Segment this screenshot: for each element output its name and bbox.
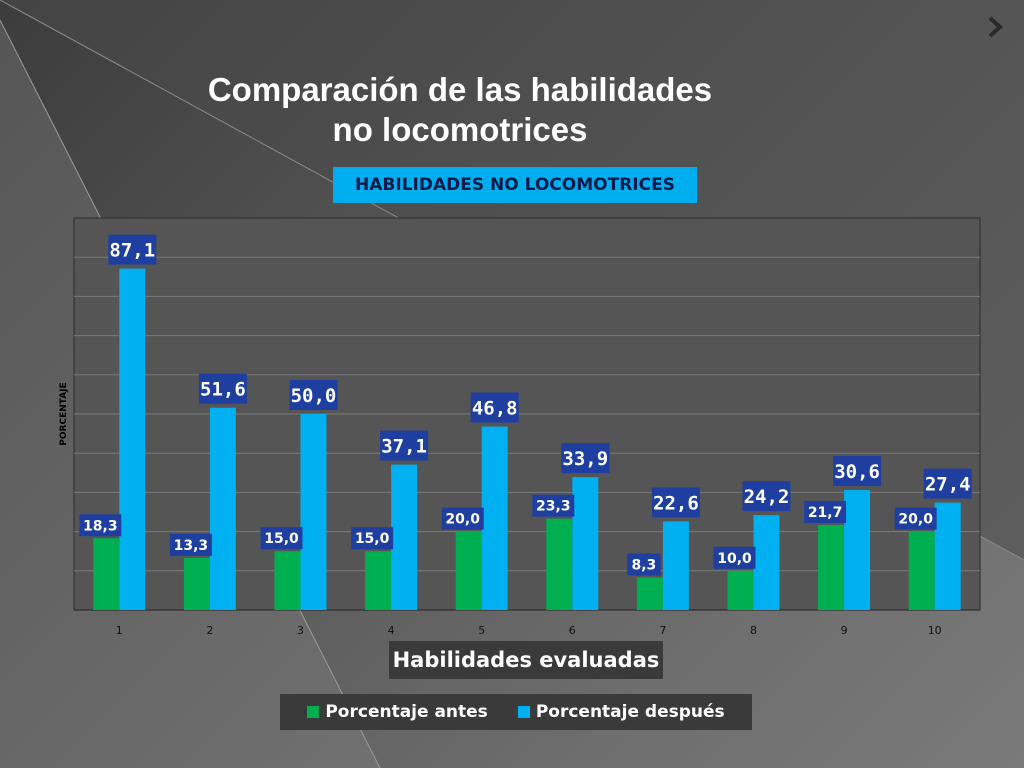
bar-antes [183, 557, 210, 610]
data-label-box-antes [441, 507, 484, 530]
bar-despues [753, 515, 780, 610]
data-label-box-antes [351, 527, 394, 550]
bar-despues [391, 464, 418, 610]
data-label-box-antes [894, 507, 937, 530]
data-label-antes: 20,0 [898, 512, 933, 528]
data-label-box-despues [923, 468, 972, 499]
legend-label-despues: Porcentaje después [535, 702, 725, 722]
data-label-despues: 33,9 [562, 448, 608, 470]
data-label-antes: 10,0 [717, 551, 752, 567]
data-label-despues: 27,4 [925, 474, 971, 496]
chevron-right-icon [988, 16, 1003, 38]
x-tick-label: 4 [388, 624, 395, 637]
data-label-despues: 37,1 [381, 436, 427, 458]
bar-antes [546, 518, 573, 610]
data-label-box-despues [198, 373, 247, 404]
bar-despues [934, 502, 961, 610]
chart-title: HABILIDADES NO LOCOMOTRICES [333, 167, 697, 203]
bar-despues [300, 414, 327, 610]
data-label-box-despues [742, 481, 791, 512]
x-tick-label: 1 [116, 624, 123, 637]
bar-despues [662, 521, 689, 610]
data-label-box-despues [833, 456, 882, 487]
chart-legend: Porcentaje antes Porcentaje después [280, 694, 752, 730]
bar-despues [572, 477, 599, 610]
bar-antes [727, 570, 754, 610]
bar-antes [93, 538, 120, 610]
data-label-despues: 51,6 [200, 379, 246, 401]
x-tick-label: 8 [750, 624, 757, 637]
data-label-box-antes [627, 553, 661, 576]
data-label-box-despues [108, 234, 157, 265]
x-tick-label: 9 [841, 624, 848, 637]
legend-item-despues: Porcentaje después [517, 702, 725, 722]
legend-item-antes: Porcentaje antes [307, 702, 488, 722]
legend-swatch-antes [307, 706, 320, 718]
data-label-box-despues [651, 487, 700, 518]
data-label-despues: 30,6 [834, 461, 880, 483]
data-label-despues: 50,0 [291, 385, 337, 407]
bar-despues [209, 407, 236, 610]
slide-title: Comparación de las habilidades no locomo… [150, 70, 770, 150]
bar-antes [455, 531, 482, 610]
bar-antes [274, 551, 301, 610]
data-label-box-despues [380, 430, 429, 461]
x-axis-label: Habilidades evaluadas [389, 641, 663, 679]
slide-title-line-1: Comparación de las habilidades [207, 71, 713, 108]
legend-label-antes: Porcentaje antes [325, 702, 488, 722]
data-label-box-despues [561, 443, 610, 474]
data-label-box-antes [260, 527, 303, 550]
bar-antes [636, 577, 663, 610]
slide-title-line-2: no locomotrices [332, 111, 588, 148]
x-tick-label: 5 [478, 624, 485, 637]
data-label-antes: 18,3 [83, 518, 118, 534]
data-label-antes: 8,3 [631, 557, 656, 573]
data-label-box-antes [713, 546, 756, 569]
data-label-antes: 13,3 [174, 538, 209, 554]
data-label-box-antes [532, 494, 575, 517]
data-label-antes: 23,3 [536, 499, 571, 515]
data-label-despues: 22,6 [653, 492, 699, 514]
data-label-antes: 21,7 [808, 505, 843, 521]
data-label-box-antes [169, 533, 212, 556]
bar-despues [481, 426, 508, 610]
data-label-despues: 87,1 [109, 240, 155, 262]
bar-antes [818, 524, 845, 610]
x-tick-label: 2 [206, 624, 213, 637]
data-label-despues: 24,2 [744, 486, 790, 508]
data-label-box-antes [79, 514, 122, 537]
bar-antes [908, 531, 935, 610]
x-tick-label: 3 [297, 624, 304, 637]
x-tick-label: 7 [659, 624, 666, 637]
y-axis-label: PORCENTAJE [59, 382, 69, 445]
legend-swatch-despues [517, 706, 530, 718]
bar-antes [365, 551, 392, 610]
x-tick-label: 10 [928, 624, 942, 637]
data-label-box-despues [289, 380, 338, 410]
bar-despues [119, 268, 146, 610]
data-label-box-despues [470, 392, 519, 423]
bar-despues [844, 490, 871, 610]
data-label-despues: 46,8 [472, 398, 518, 420]
data-label-antes: 20,0 [445, 512, 480, 528]
data-label-box-antes [804, 500, 847, 523]
data-label-antes: 15,0 [355, 531, 390, 547]
data-label-antes: 15,0 [264, 531, 299, 547]
x-tick-label: 6 [569, 624, 576, 637]
